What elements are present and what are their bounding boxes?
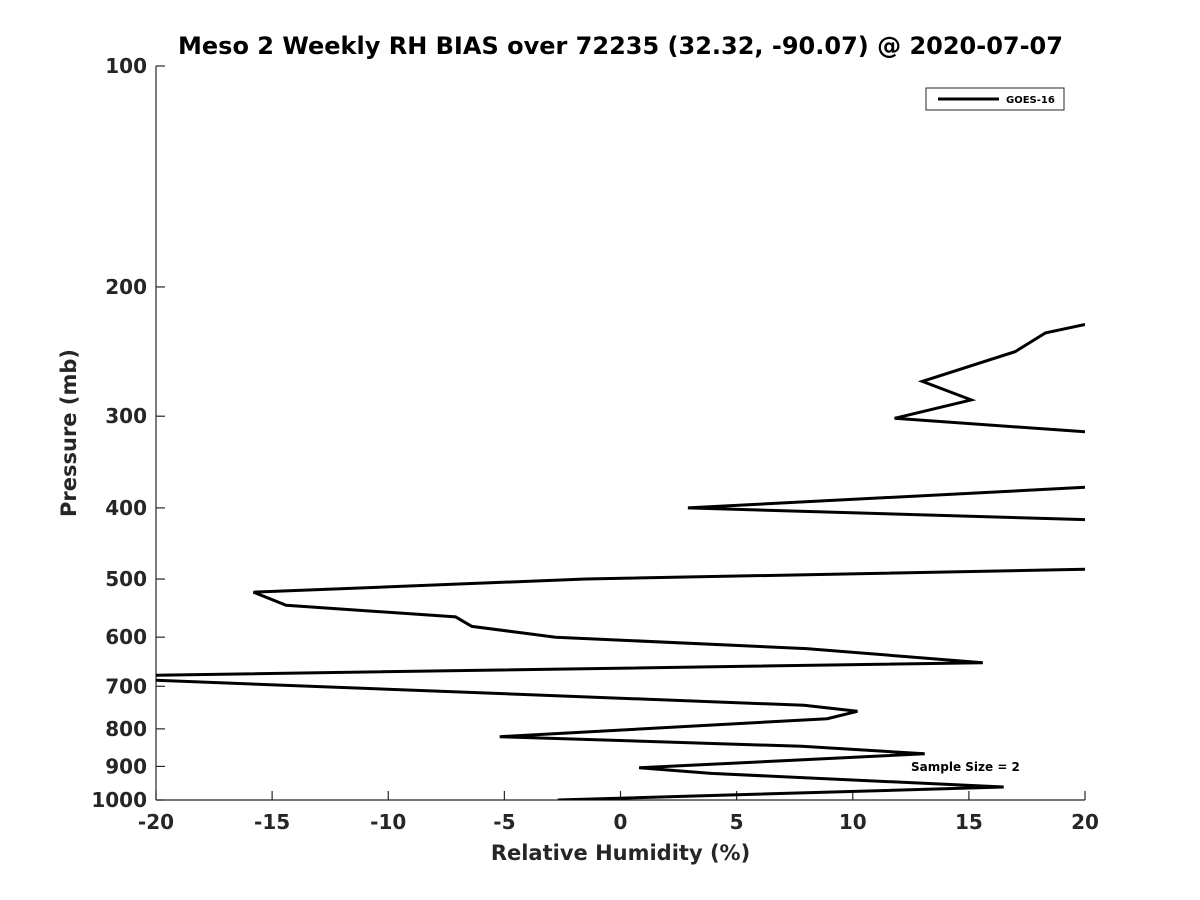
chart-title: Meso 2 Weekly RH BIAS over 72235 (32.32,… (178, 32, 1063, 60)
x-tick-label: 15 (955, 810, 983, 834)
series-line-goes-16 (156, 323, 1085, 800)
x-tick-label: 20 (1071, 810, 1099, 834)
x-tick-label: -20 (138, 810, 174, 834)
y-axis-label: Pressure (mb) (57, 349, 81, 517)
y-tick-label: 400 (105, 496, 147, 520)
y-tick-label: 800 (105, 717, 147, 741)
y-tick-label: 1000 (91, 788, 147, 812)
y-tick-label: 700 (105, 674, 147, 698)
x-tick-label: 5 (730, 810, 744, 834)
x-axis-label: Relative Humidity (%) (491, 841, 750, 865)
y-tick-label: 300 (105, 404, 147, 428)
x-tick-label: 0 (614, 810, 628, 834)
legend-label: GOES-16 (1006, 95, 1055, 106)
x-tick-label: -5 (493, 810, 515, 834)
x-tick-label: -10 (370, 810, 406, 834)
y-tick-label: 900 (105, 754, 147, 778)
sample-size-annotation: Sample Size = 2 (911, 760, 1020, 774)
y-tick-label: 500 (105, 567, 147, 591)
y-tick-label: 600 (105, 625, 147, 649)
y-tick-label: 200 (105, 275, 147, 299)
y-tick-label: 100 (105, 54, 147, 78)
x-tick-label: -15 (254, 810, 290, 834)
x-tick-label: 10 (839, 810, 867, 834)
